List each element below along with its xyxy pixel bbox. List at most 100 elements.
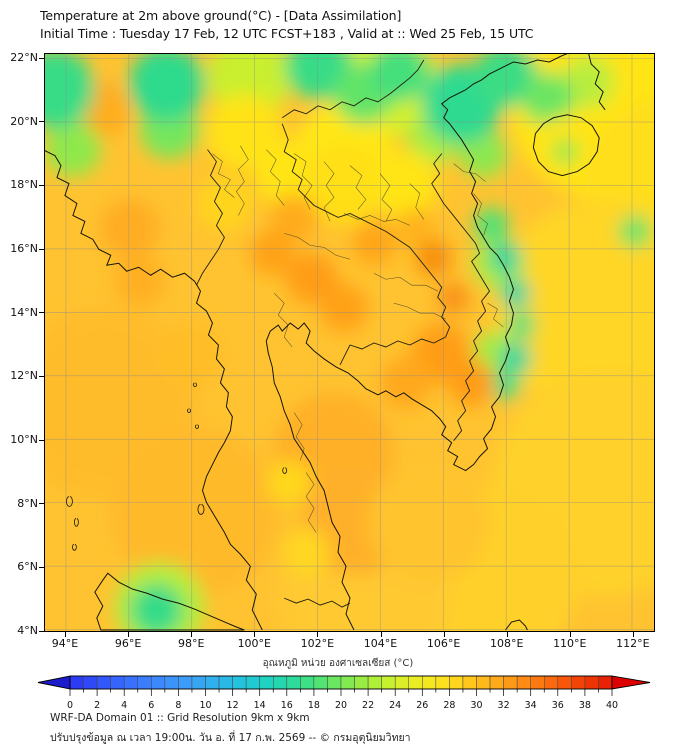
colorbar-tick-label: 0 bbox=[67, 700, 73, 711]
temperature-blob bbox=[490, 369, 521, 400]
province-border bbox=[349, 165, 367, 210]
province-border bbox=[212, 153, 235, 198]
temperature-blob bbox=[489, 242, 522, 275]
lon-tick bbox=[506, 632, 508, 637]
colorbar-cell bbox=[327, 675, 342, 690]
temperature-blob bbox=[113, 255, 166, 308]
colorbar-cell bbox=[218, 675, 233, 690]
lat-label: 22°N bbox=[10, 51, 38, 65]
colorbar-cell bbox=[259, 675, 274, 690]
colorbar-tick-label: 32 bbox=[498, 700, 510, 711]
temperature-blob bbox=[304, 143, 384, 224]
lat-tick bbox=[39, 439, 44, 441]
lat-tick bbox=[39, 630, 44, 632]
colorbar-tick-label: 30 bbox=[470, 700, 482, 711]
province-border bbox=[293, 412, 305, 461]
province-border bbox=[487, 302, 504, 328]
country-borders bbox=[196, 59, 491, 608]
colorbar-cell bbox=[313, 675, 328, 690]
island-outline bbox=[72, 543, 77, 551]
province-borders bbox=[212, 145, 504, 533]
province-border bbox=[379, 173, 393, 222]
colorbar-tick-label: 16 bbox=[281, 700, 293, 711]
temperature-blob bbox=[160, 321, 225, 385]
colorbar-cell bbox=[435, 675, 450, 690]
coastline bbox=[505, 619, 528, 631]
temperature-blob bbox=[368, 462, 489, 583]
country-border bbox=[284, 597, 351, 608]
lon-tick bbox=[254, 632, 256, 637]
lat-label: 6°N bbox=[17, 560, 38, 574]
temperature-colorbar: 0 2 4 6 8 10 12 14 16 18 20 22 24 26 28 30 32 34 36 38 40 bbox=[37, 675, 651, 711]
coastline bbox=[532, 114, 600, 177]
country-border bbox=[339, 336, 446, 366]
temperature-blob bbox=[395, 208, 436, 249]
footer-update-credit: ปรับปรุงข้อมูล ณ เวลา 19:00น. วัน อ. ที่… bbox=[50, 732, 411, 744]
temperature-blob bbox=[368, 54, 429, 102]
temperature-blob bbox=[109, 427, 280, 598]
temperature-field-map bbox=[45, 54, 654, 631]
colorbar-cell bbox=[476, 675, 491, 690]
colorbar-cell bbox=[178, 675, 193, 690]
lat-label: 16°N bbox=[10, 242, 38, 256]
colorbar-cell bbox=[151, 675, 166, 690]
colorbar-cell bbox=[110, 675, 125, 690]
colorbar-tick-label: 22 bbox=[362, 700, 374, 711]
colorbar-cell bbox=[571, 675, 586, 690]
island-outline bbox=[193, 382, 197, 388]
footer-domain-resolution: WRF-DA Domain 01 :: Grid Resolution 9km … bbox=[50, 712, 310, 724]
temperature-blob bbox=[270, 194, 319, 243]
temperature-blob bbox=[45, 54, 95, 129]
island-outline bbox=[66, 496, 73, 507]
colorbar-cell bbox=[245, 675, 260, 690]
colorbar-cell bbox=[205, 675, 220, 690]
colorbar-cell bbox=[557, 675, 572, 690]
lon-label: 108°E bbox=[489, 637, 524, 650]
province-border bbox=[305, 472, 317, 533]
lat-label: 20°N bbox=[10, 114, 38, 128]
island-outline bbox=[197, 504, 205, 515]
colorbar-tick-label: 18 bbox=[308, 700, 320, 711]
lat-tick bbox=[39, 121, 44, 123]
colorbar-cell bbox=[273, 675, 288, 690]
temperature-blob bbox=[250, 231, 295, 276]
province-border bbox=[294, 153, 313, 210]
lon-label: 94°E bbox=[51, 637, 79, 650]
map-title: Temperature at 2m above ground(°C) - [Da… bbox=[40, 8, 402, 23]
lat-label: 12°N bbox=[10, 369, 38, 383]
map-subtitle-init-valid-time: Initial Time : Tuesday 17 Feb, 12 UTC FC… bbox=[40, 26, 534, 41]
colorbar-cell bbox=[394, 675, 410, 690]
coastline bbox=[45, 150, 263, 631]
temperature-blob bbox=[196, 175, 253, 232]
temperature-blob bbox=[552, 138, 579, 165]
temperature-blob bbox=[128, 54, 205, 122]
colorbar-tick-label: 38 bbox=[579, 700, 591, 711]
country-border bbox=[196, 149, 225, 286]
island-outline bbox=[74, 518, 79, 527]
lon-tick bbox=[191, 632, 193, 637]
map-plot-area bbox=[44, 53, 655, 632]
temperature-blob bbox=[320, 284, 368, 333]
country-border bbox=[431, 153, 491, 441]
lat-tick bbox=[39, 184, 44, 186]
lon-label: 104°E bbox=[363, 637, 398, 650]
temperature-blob bbox=[282, 528, 331, 577]
temperature-blob bbox=[493, 198, 654, 418]
colorbar-tick-label: 6 bbox=[148, 700, 154, 711]
colorbar-cell bbox=[462, 675, 477, 690]
province-border bbox=[284, 233, 351, 260]
lon-tick bbox=[65, 632, 66, 637]
province-border bbox=[373, 272, 438, 292]
lon-label: 110°E bbox=[553, 637, 587, 650]
colorbar-cell bbox=[83, 675, 98, 690]
colorbar-cell bbox=[598, 675, 613, 690]
country-border bbox=[281, 123, 451, 338]
lat-label: 4°N bbox=[17, 624, 38, 638]
temperature-blob bbox=[499, 342, 532, 374]
colorbar-cell bbox=[489, 675, 504, 690]
lat-tick bbox=[39, 375, 44, 377]
lon-label: 102°E bbox=[300, 637, 335, 650]
lat-label: 10°N bbox=[10, 433, 38, 447]
coastline bbox=[265, 54, 568, 631]
colorbar-cell bbox=[96, 675, 111, 690]
